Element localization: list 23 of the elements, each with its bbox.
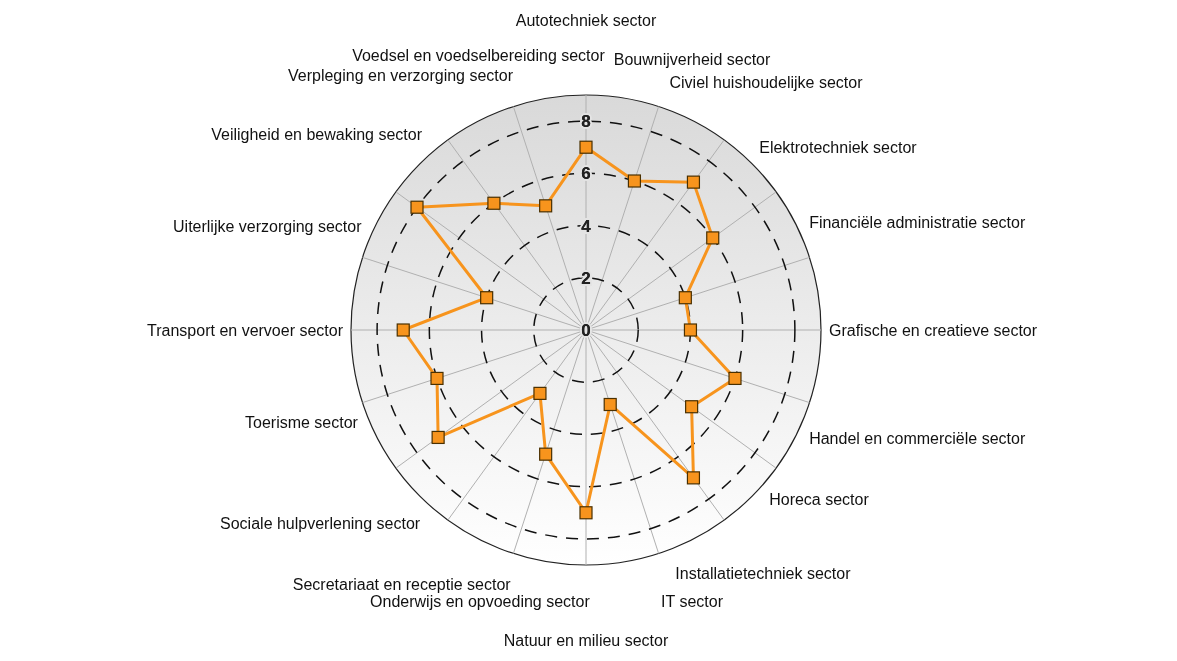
spoke-label: Horeca sector [769, 491, 870, 509]
spoke-label: Handel en commerciële sector [809, 429, 1026, 447]
spoke-label: Veiligheid en bewaking sector [211, 126, 423, 144]
spoke-label: IT sector [661, 593, 724, 611]
spoke-label: Financiële administratie sector [809, 214, 1026, 232]
spoke-label: Elektrotechniek sector [759, 138, 918, 156]
spoke-label: Uiterlijke verzorging sector [173, 218, 363, 236]
spoke-label: Sociale hulpverlening sector [220, 515, 421, 533]
spoke-label: Grafische en creatieve sector [829, 322, 1038, 339]
spoke-label: Voedsel en voedselbereiding sector [352, 46, 606, 64]
y-tick-label: 8 [581, 112, 591, 132]
spoke-label: Natuur en milieu sector [503, 632, 669, 649]
spoke-label: Verpleging en verzorging sector [287, 66, 514, 84]
spoke-label: Installatietechniek sector [675, 565, 852, 583]
spoke-label: Secretariaat en receptie sector [292, 575, 512, 593]
spoke-label: Civiel huishoudelijke sector [669, 74, 864, 92]
spoke-label: Bouwnijverheid sector [613, 50, 771, 68]
spoke-label: Toerisme sector [245, 414, 359, 432]
spoke-label: Autotechniek sector [515, 12, 657, 29]
spoke-label: Onderwijs en opvoeding sector [370, 593, 591, 611]
y-tick-label: 2 [581, 268, 591, 288]
spoke-label: Transport en vervoer sector [147, 322, 344, 339]
y-tick-label: 0 [581, 321, 591, 340]
